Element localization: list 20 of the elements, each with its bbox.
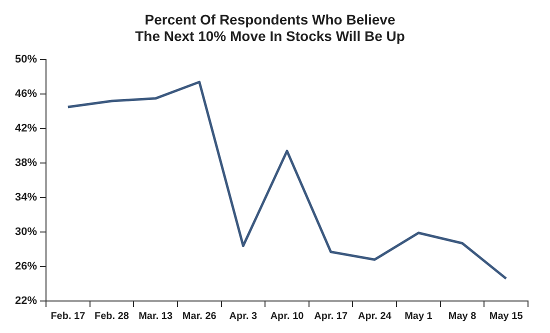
x-tick-label: May 1 bbox=[404, 310, 433, 322]
x-tick-label: Mar. 26 bbox=[182, 310, 217, 322]
y-tick-label: 26% bbox=[14, 260, 38, 273]
y-tick-label: 38% bbox=[14, 157, 38, 170]
x-tick-label: Apr. 24 bbox=[358, 310, 392, 322]
x-tick-label: Feb. 17 bbox=[50, 310, 86, 322]
y-tick-label: 42% bbox=[14, 122, 38, 135]
y-tick-label: 46% bbox=[14, 88, 38, 100]
y-tick-label: 30% bbox=[14, 226, 38, 238]
x-tick-label: Apr. 17 bbox=[314, 310, 348, 322]
x-tick-label: Mar. 13 bbox=[138, 310, 173, 322]
y-tick-label: 34% bbox=[14, 192, 38, 204]
x-tick-label: May 15 bbox=[489, 310, 524, 322]
x-tick-label: May 8 bbox=[448, 310, 477, 322]
x-tick-label: Apr. 10 bbox=[270, 310, 304, 322]
x-tick-label: Apr. 3 bbox=[229, 310, 258, 322]
x-tick-label: Feb. 28 bbox=[94, 310, 130, 322]
y-tick-label: 22% bbox=[14, 295, 38, 308]
chart-title: Percent Of Respondents Who Believe The Next 10% Move In Stocks Will Be Up bbox=[135, 11, 405, 44]
y-tick-label: 50% bbox=[14, 54, 38, 66]
